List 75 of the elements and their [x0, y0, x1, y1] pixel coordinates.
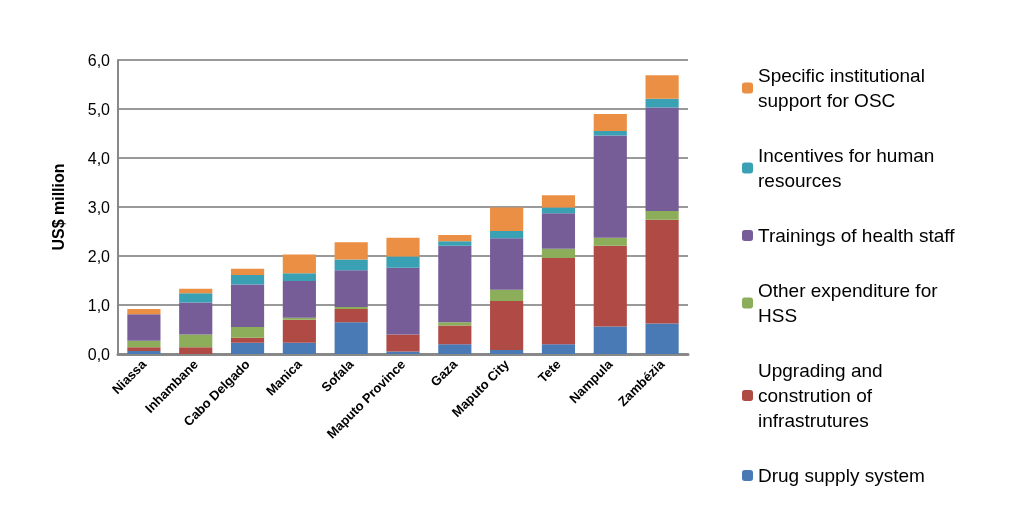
bar: [282, 273, 316, 281]
bar: [593, 113, 627, 132]
bar: [179, 288, 213, 294]
bar: [490, 350, 524, 354]
bar: [490, 238, 524, 290]
bar: [127, 340, 161, 348]
bar: [541, 207, 576, 214]
bar: [334, 242, 368, 260]
bar: [438, 344, 472, 354]
bar: [230, 342, 265, 354]
bar: [127, 347, 161, 352]
bar: [490, 231, 524, 239]
legend-label: Incentives for human resources: [758, 145, 940, 191]
bar: [230, 337, 265, 343]
bar: [127, 308, 161, 315]
bar: [541, 213, 576, 249]
bar: [334, 308, 368, 323]
legend-label: Trainings of health staff: [758, 225, 956, 246]
bar: [593, 245, 627, 327]
bar: [386, 256, 420, 268]
legend-label: Upgrading and constrution of infrastrutures: [758, 360, 888, 431]
bar: [593, 237, 627, 246]
bar: [541, 344, 576, 354]
bar: [386, 237, 420, 257]
bar: [490, 301, 524, 351]
bar: [490, 207, 524, 232]
bar: [645, 107, 679, 211]
bar: [334, 322, 368, 354]
bar: [645, 323, 679, 354]
bar: [438, 325, 472, 345]
bar: [593, 135, 627, 238]
legend-label: Other expenditure for HSS: [758, 280, 943, 326]
bar: [282, 342, 316, 354]
bar: [490, 289, 524, 302]
bar: [230, 284, 265, 328]
y-tick-label: 6,0: [87, 51, 111, 69]
bar: [334, 259, 368, 271]
y-tick-label: 3,0: [87, 198, 111, 216]
bar: [645, 98, 679, 108]
x-tick-label: Tete: [534, 356, 564, 386]
bar: [438, 241, 472, 246]
bar: [593, 326, 627, 354]
bar: [282, 280, 316, 318]
bar: [230, 275, 265, 285]
bar: [438, 245, 472, 323]
bar: [645, 75, 679, 99]
y-tick-label: 0,0: [87, 345, 111, 363]
bar: [386, 334, 420, 352]
bar: [179, 293, 213, 303]
bar: [645, 219, 679, 324]
bar: [541, 248, 576, 258]
bar: [282, 319, 316, 343]
bar: [438, 322, 472, 326]
bar: [438, 234, 472, 242]
bar: [645, 210, 679, 220]
bar: [334, 270, 368, 307]
bar: [230, 327, 265, 338]
bar: [593, 131, 627, 136]
bar: [282, 254, 316, 274]
bar: [179, 334, 213, 348]
bar: [179, 347, 213, 354]
bar: [127, 314, 161, 341]
bar: [541, 257, 576, 345]
y-axis-title: US$ million: [49, 163, 67, 251]
y-tick-label: 1,0: [87, 296, 111, 314]
y-tick-label: 2,0: [87, 247, 111, 265]
bar: [230, 268, 265, 276]
y-tick-label: 5,0: [87, 100, 111, 118]
bar: [386, 267, 420, 335]
bar: [179, 302, 213, 335]
legend-label: Drug supply system: [758, 465, 925, 486]
y-tick-label: 4,0: [87, 149, 111, 167]
bar: [127, 351, 161, 354]
legend-label: Specific institutional support for OSC: [758, 65, 931, 111]
bar: [541, 195, 576, 208]
